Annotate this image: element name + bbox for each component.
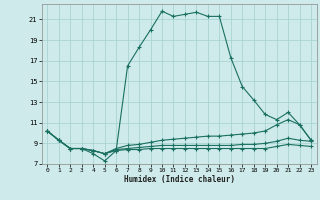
X-axis label: Humidex (Indice chaleur): Humidex (Indice chaleur) (124, 175, 235, 184)
